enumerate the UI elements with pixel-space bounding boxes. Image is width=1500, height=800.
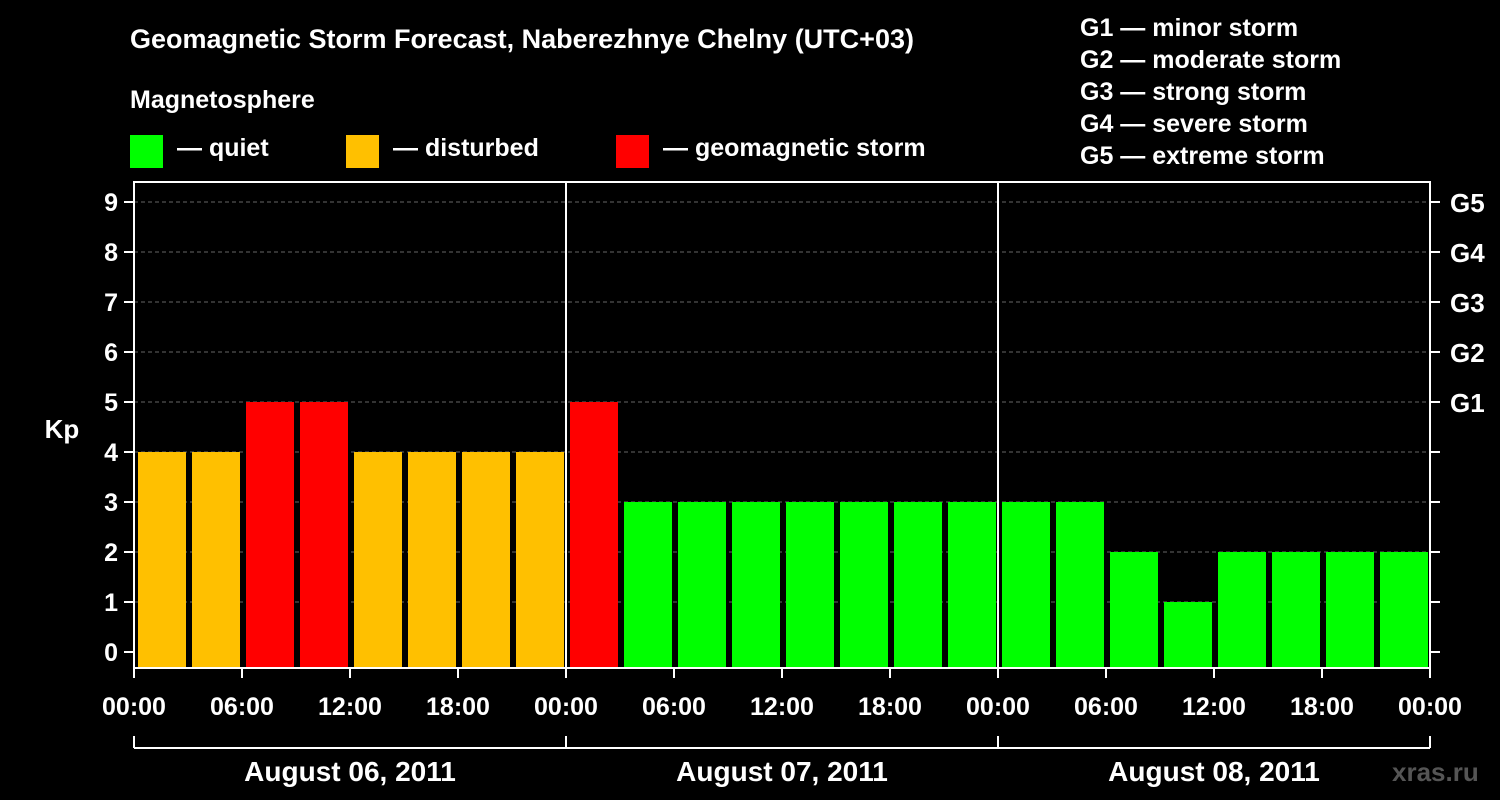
bar-5 [408,452,456,668]
legend-swatch-storm [616,135,649,168]
chart-title: Geomagnetic Storm Forecast, Naberezhnye … [130,24,914,54]
bar-22 [1326,552,1374,668]
g-scale-g2: G2 — moderate storm [1080,46,1342,74]
bar-16 [1002,502,1050,668]
y-tick-label-9: 9 [104,189,118,217]
x-tick-label-1: 06:00 [210,693,274,721]
bar-18 [1110,552,1158,668]
y-tick-label-7: 7 [104,289,118,317]
g-scale-g5: G5 — extreme storm [1080,142,1325,170]
bar-3 [300,402,348,668]
x-tick-label-12: 00:00 [1398,693,1462,721]
day-label-2: August 08, 2011 [1108,756,1320,787]
x-tick-label-10: 12:00 [1182,693,1246,721]
x-tick-label-2: 12:00 [318,693,382,721]
g-axis-label-5: G5 [1450,188,1485,218]
bar-17 [1056,502,1104,668]
y-tick-label-2: 2 [104,539,118,567]
y-tick-label-4: 4 [104,439,118,467]
g-scale-g3: G3 — strong storm [1080,78,1307,106]
x-tick-label-9: 06:00 [1074,693,1138,721]
bar-2 [246,402,294,668]
y-tick-label-1: 1 [104,589,118,617]
x-tick-label-4: 00:00 [534,693,598,721]
g-axis-label-3: G3 [1450,288,1485,318]
x-tick-label-5: 06:00 [642,693,706,721]
legend-swatch-quiet [130,135,163,168]
bar-14 [894,502,942,668]
magnetosphere-label: Magnetosphere [130,86,315,114]
bar-15 [948,502,996,668]
g-axis-label-4: G4 [1450,238,1485,268]
bar-1 [192,452,240,668]
x-tick-label-0: 00:00 [102,693,166,721]
bar-7 [516,452,564,668]
bar-12 [786,502,834,668]
day-label-0: August 06, 2011 [244,756,456,787]
bar-9 [624,502,672,668]
legend-swatch-disturbed [346,135,379,168]
bar-23 [1380,552,1428,668]
bar-20 [1218,552,1266,668]
bar-6 [462,452,510,668]
x-tick-label-8: 00:00 [966,693,1030,721]
bar-19 [1164,602,1212,668]
y-tick-label-5: 5 [104,389,118,417]
bar-8 [570,402,618,668]
bar-4 [354,452,402,668]
g-axis-label-1: G1 [1450,388,1485,418]
x-tick-label-6: 12:00 [750,693,814,721]
bar-11 [732,502,780,668]
bar-0 [138,452,186,668]
g-scale-g4: G4 — severe storm [1080,110,1308,138]
y-tick-label-3: 3 [104,489,118,517]
bar-21 [1272,552,1320,668]
y-tick-label-8: 8 [104,239,118,267]
legend-label-disturbed: — disturbed [393,134,539,162]
g-scale-g1: G1 — minor storm [1080,14,1299,42]
legend-label-storm: — geomagnetic storm [663,134,926,162]
y-tick-label-0: 0 [104,639,118,667]
day-label-1: August 07, 2011 [676,756,888,787]
y-axis-title: Kp [45,414,80,444]
legend-label-quiet: — quiet [177,134,269,162]
x-tick-label-3: 18:00 [426,693,490,721]
x-tick-label-7: 18:00 [858,693,922,721]
watermark: xras.ru [1392,757,1479,787]
x-tick-label-11: 18:00 [1290,693,1354,721]
g-axis-label-2: G2 [1450,338,1485,368]
bar-13 [840,502,888,668]
bar-10 [678,502,726,668]
y-tick-label-6: 6 [104,339,118,367]
